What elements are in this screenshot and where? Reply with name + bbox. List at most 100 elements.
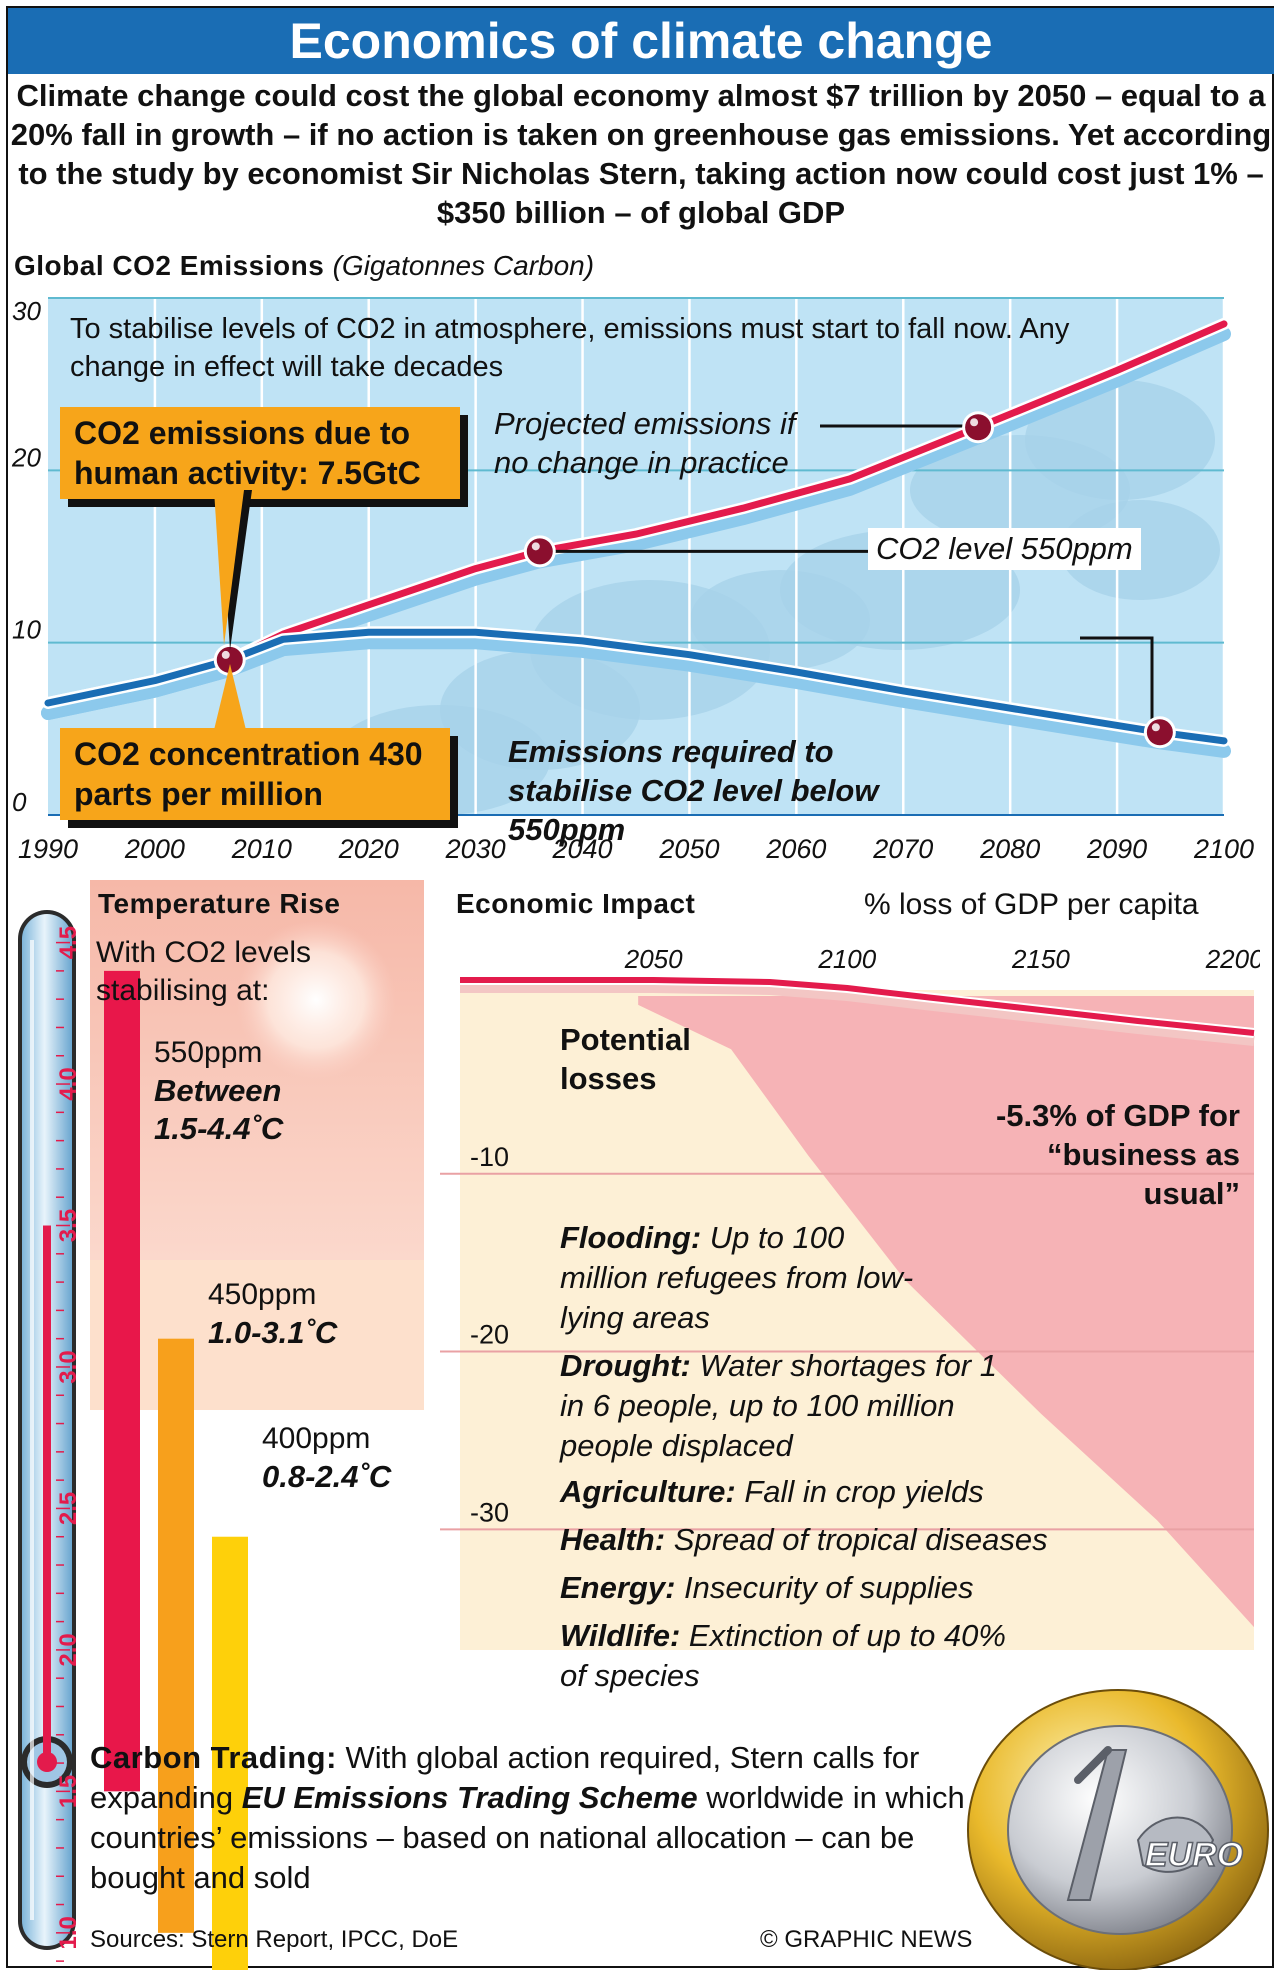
carbon-trading-text-b: worldwide in which countries’ emissions …: [90, 1780, 965, 1895]
emissions-note: To stabilise levels of CO2 in atmosphere…: [70, 313, 1070, 383]
emis-marker-3: [1146, 719, 1173, 746]
econ-ytick--20: -20: [470, 1320, 509, 1350]
emis-leader-0: [820, 424, 976, 428]
emis-marker-shine-2: [970, 418, 979, 427]
carbon-trading-scheme: EU Emissions Trading Scheme: [241, 1780, 698, 1815]
emis-xtick-2050: 2050: [658, 834, 719, 864]
emissions-unit: (Gigatonnes Carbon): [332, 250, 595, 281]
emis-xtick-2040: 2040: [552, 834, 613, 864]
emis-xtick-2060: 2060: [765, 834, 826, 864]
emis-xtick-2100: 2100: [1193, 834, 1254, 864]
temperature-chart: 4.54.03.53.02.52.01.51.0: [18, 880, 424, 1970]
impact-flooding-key: Flooding:: [560, 1220, 702, 1255]
euro-coin: EURO: [967, 1689, 1269, 1970]
temp-400-range: 0.8-2.4˚C: [262, 1459, 392, 1494]
label-co2-550ppm: CO2 level 550ppm: [868, 528, 1141, 570]
emis-marker-1: [526, 538, 553, 565]
bau-line: [460, 977, 1255, 1036]
temp-550-ppm: 550ppm: [154, 1036, 263, 1069]
emis-marker-shine-1: [531, 542, 540, 551]
econ-ytick--10: -10: [470, 1142, 509, 1172]
carbon-trading-paragraph: Carbon Trading: With global action requi…: [90, 1738, 970, 1898]
emis-xtick-2020: 2020: [338, 834, 399, 864]
emis-leader-2: [1080, 636, 1154, 733]
emis-xtick-2010: 2010: [231, 834, 292, 864]
impact-wildlife: Wildlife: Extinction of up to 40% of spe…: [560, 1616, 1020, 1696]
impact-health-text: Spread of tropical diseases: [673, 1522, 1048, 1557]
economic-y-ticks: -10 -20 -30: [470, 1142, 509, 1528]
callout-concentration: CO2 concentration 430 parts per million: [60, 728, 450, 820]
temperature-bars: [104, 970, 248, 1970]
callout-concentration-pointer: [214, 664, 246, 730]
impact-wildlife-text: Extinction of up to 40% of species: [560, 1618, 1006, 1693]
temperature-intro: With CO2 levels stabilising at:: [96, 936, 312, 1007]
impact-health: Health: Spread of tropical diseases: [560, 1520, 1160, 1560]
impact-energy-key: Energy:: [560, 1570, 676, 1605]
emis-xtick-2030: 2030: [445, 834, 506, 864]
econ-xtick-2050: 2050: [624, 944, 683, 974]
potential-losses-area: [638, 996, 1254, 1628]
emissions-heading: Global CO2 Emissions (Gigatonnes Carbon): [14, 250, 594, 282]
thermometer: [18, 910, 76, 1950]
econ-ytick--30: -30: [470, 1497, 509, 1527]
temperature-heading: Temperature Rise: [98, 888, 341, 919]
economic-series: [460, 975, 1255, 1046]
emis-ytick-20: 20: [11, 442, 41, 472]
temp-bar-550ppm: [104, 970, 140, 1792]
impact-agriculture-text: Fall in crop yields: [744, 1474, 984, 1509]
emis-xtick-2000: 2000: [124, 834, 185, 864]
econ-xtick-2100: 2100: [817, 944, 876, 974]
coin-label: EURO: [1145, 1836, 1243, 1874]
economic-areas: [638, 996, 1254, 1628]
emissions-y-ticks: 0 10 20 30: [11, 296, 41, 817]
economic-grid: [440, 1172, 1254, 1531]
carbon-trading-text-a: With global action required, Stern calls…: [90, 1740, 920, 1815]
temp-450-range: 1.0-3.1˚C: [208, 1315, 338, 1350]
cloud-1: [910, 435, 1130, 545]
temp-550-range: Between 1.5-4.4˚C: [154, 1073, 284, 1146]
temp-bar-450ppm: [158, 1338, 194, 1933]
sources: Sources: Stern Report, IPCC, DoE: [90, 1926, 459, 1953]
impact-drought-text: Water shortages for 1 in 6 people, up to…: [560, 1348, 997, 1463]
emis-marker-shine-0: [221, 650, 230, 659]
economic-chart: 2050 2100 2150 2200 -10 -20 -30: [440, 944, 1260, 1650]
thermometer-mercury: [43, 1225, 51, 1762]
impact-wildlife-key: Wildlife:: [560, 1618, 681, 1653]
impact-energy: Energy: Insecurity of supplies: [560, 1568, 1120, 1608]
impact-flooding-text: Up to 100 million refugees from low-lyin…: [560, 1220, 914, 1335]
impact-agriculture-key: Agriculture:: [560, 1474, 736, 1509]
label-projected-emissions: Projected emissions if no change in prac…: [494, 406, 796, 480]
temp-400-ppm: 400ppm: [262, 1422, 371, 1455]
emis-ytick-30: 30: [12, 296, 41, 326]
economic-x-ticks: 2050 2100 2150 2200: [624, 944, 1260, 974]
label-emissions-required: Emissions required to stabilise CO2 leve…: [508, 734, 879, 847]
impact-drought: Drought: Water shortages for 1 in 6 peop…: [560, 1346, 1020, 1466]
impact-energy-text: Insecurity of supplies: [684, 1570, 974, 1605]
emissions-markers: [213, 411, 1176, 749]
impact-agriculture: Agriculture: Fall in crop yields: [560, 1472, 1100, 1512]
impact-flooding: Flooding: Up to 100 million refugees fro…: [560, 1218, 920, 1338]
emis-xtick-2080: 2080: [979, 834, 1040, 864]
credit: © GRAPHIC NEWS: [760, 1926, 973, 1953]
intro-paragraph: Climate change could cost the global eco…: [10, 78, 1272, 230]
emis-xtick-2090: 2090: [1086, 834, 1147, 864]
label-potential-losses: Potential losses: [560, 1022, 691, 1096]
thermometer-scale: 4.54.03.53.02.52.01.51.0: [55, 926, 82, 1962]
callout-human-pointer: [214, 490, 252, 650]
emissions-heading-text: Global CO2 Emissions: [14, 250, 325, 281]
economic-unit: % loss of GDP per capita: [864, 888, 1199, 921]
emis-ytick-10: 10: [12, 615, 41, 645]
econ-xtick-2150: 2150: [1011, 944, 1070, 974]
page-title: Economics of climate change: [8, 8, 1274, 74]
impact-health-key: Health:: [560, 1522, 666, 1557]
carbon-trading-heading: Carbon Trading:: [90, 1740, 337, 1775]
label-business-as-usual: -5.3% of GDP for “business as usual”: [995, 1098, 1240, 1211]
emissions-x-ticks: 1990 2000 2010 2020 2030 2040 2050 2060 2070 2080…: [18, 834, 1254, 864]
econ-xtick-2200: 2200: [1205, 944, 1260, 974]
emis-xtick-2070: 2070: [872, 834, 933, 864]
emis-xtick-1990: 1990: [18, 834, 78, 864]
temperature-zone-450: [90, 1260, 424, 1410]
callout-human-emissions: CO2 emissions due to human activity: 7.5…: [60, 407, 460, 499]
emis-marker-shine-3: [1151, 723, 1160, 732]
sun-glow: [236, 920, 396, 1080]
